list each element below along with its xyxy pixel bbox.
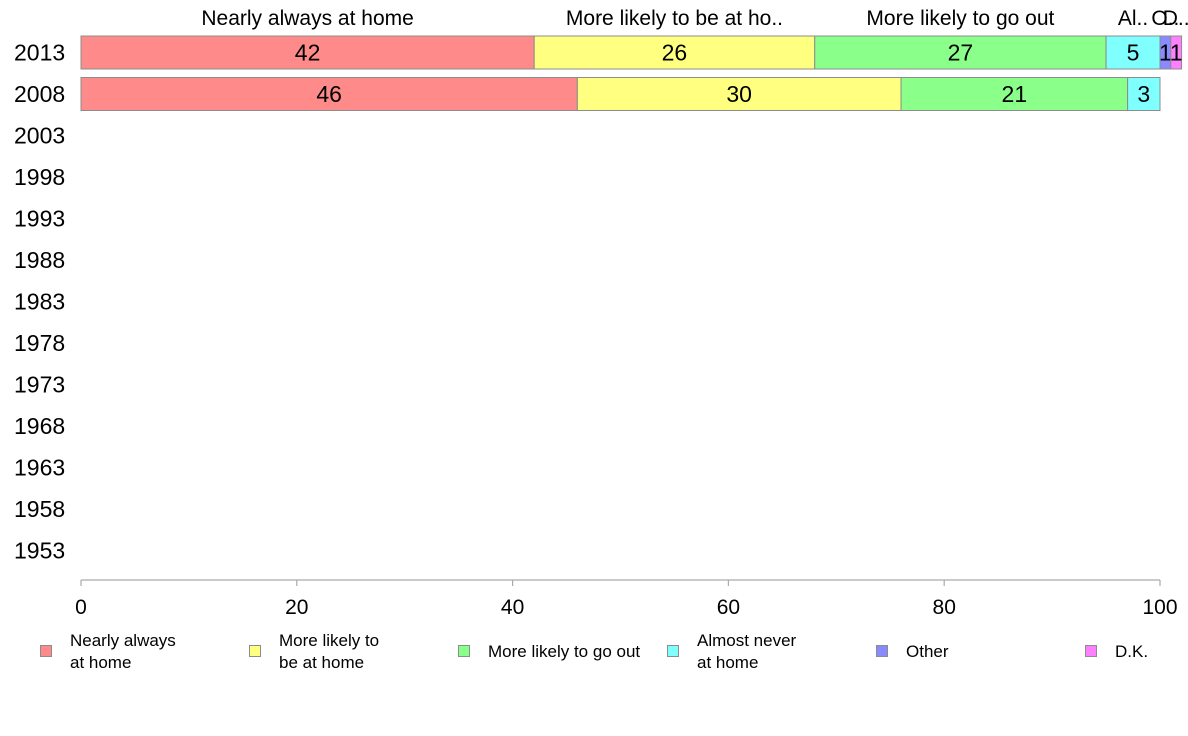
data-label: 1	[1159, 40, 1172, 66]
segment-header-label: Nearly always at home	[201, 7, 413, 30]
legend-swatch	[40, 645, 52, 657]
x-tick-label: 0	[75, 596, 87, 619]
segment-header-label: More likely to go out	[866, 7, 1054, 30]
y-tick-label: 1973	[14, 372, 65, 398]
legend-label: Almost never at home	[697, 631, 797, 672]
data-label: 46	[316, 81, 342, 107]
y-axis-labels: 2013 2008 2003 1998 1993 1988 1983 1978 1973 1968…	[14, 40, 65, 564]
y-tick-label: 1988	[14, 247, 65, 273]
data-label: 21	[1002, 81, 1028, 107]
data-label: 30	[726, 81, 752, 107]
y-tick-label: 1958	[14, 496, 65, 522]
y-tick-label: 1978	[14, 330, 65, 356]
legend-swatch	[1085, 645, 1097, 657]
x-tick-label: 40	[501, 596, 524, 619]
data-label: 27	[948, 40, 974, 66]
legend-label: More likely to go out	[488, 642, 641, 661]
segment-header-label: D..	[1163, 7, 1188, 30]
bar-segment	[900, 77, 1129, 111]
y-tick-label: 2008	[14, 81, 65, 107]
stacked-bar-chart: Nearly always at home More likely to be a…	[14, 7, 1188, 619]
segment-header-label: More likely to be at ho..	[566, 7, 783, 30]
y-tick-label: 1998	[14, 164, 65, 190]
bar-segment	[1127, 77, 1161, 111]
legend-label: More likely to be at home	[279, 631, 380, 672]
y-tick-label: 2013	[14, 40, 65, 66]
bar-segment	[576, 77, 902, 111]
data-label: 3	[1137, 81, 1150, 107]
legend-swatch	[458, 645, 470, 657]
legend-swatch	[249, 645, 261, 657]
legend-label: Other	[906, 642, 949, 661]
legend-swatch	[667, 645, 679, 657]
bar-segment	[80, 77, 578, 111]
bar-segment	[533, 35, 816, 70]
y-tick-label: 1953	[14, 538, 65, 564]
y-tick-label: 1983	[14, 289, 65, 315]
legend-label: Nearly always at home	[70, 631, 176, 672]
y-tick-label: 2003	[14, 123, 65, 149]
x-axis: 0 20 40 60 80 100	[75, 579, 1178, 619]
segment-header-label: O..	[1151, 7, 1179, 30]
segment-header-labels: Nearly always at home More likely to be a…	[201, 7, 1188, 30]
x-tick-label: 60	[717, 596, 740, 619]
legend-swatch	[876, 645, 888, 657]
x-tick-label: 80	[933, 596, 956, 619]
bar-segment	[1170, 35, 1183, 70]
y-tick-label: 1968	[14, 413, 65, 439]
data-label: 5	[1127, 40, 1140, 66]
y-tick-label: 1963	[14, 455, 65, 481]
legend: Nearly always at home More likely to be a…	[0, 628, 1188, 688]
data-label: 26	[662, 40, 688, 66]
legend-label: D.K.	[1115, 642, 1149, 661]
x-tick-label: 100	[1142, 596, 1177, 619]
x-tick-label: 20	[285, 596, 308, 619]
data-label: 42	[295, 40, 321, 66]
y-tick-label: 1993	[14, 206, 65, 232]
data-label: 1	[1170, 40, 1183, 66]
segment-header-label: Al..	[1118, 7, 1148, 30]
